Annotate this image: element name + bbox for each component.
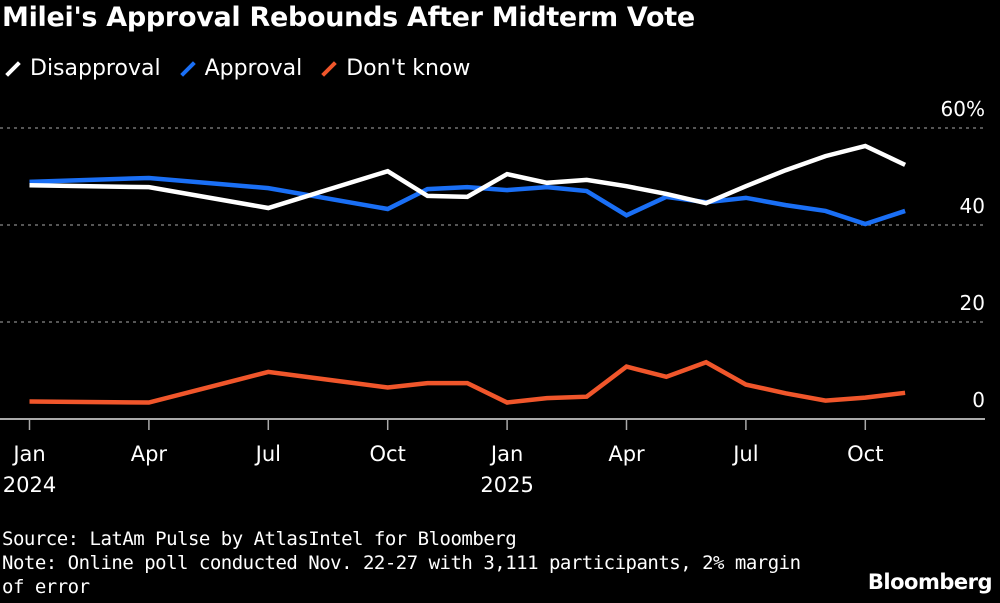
x-tick-label: Jul (731, 442, 758, 466)
x-tick-label: Jan (489, 442, 523, 466)
y-tick-label: 20 (960, 291, 985, 315)
note-text-cont: of error (2, 576, 90, 598)
bloomberg-logo: Bloomberg (867, 570, 993, 594)
x-tick-label: Oct (847, 442, 883, 466)
y-tick-label: 40 (960, 194, 985, 218)
x-tick-year-label: 2024 (3, 473, 56, 497)
series-line-approval (29, 175, 906, 227)
legend: Disapproval Approval Don't know (4, 56, 470, 81)
source-text: Source: LatAm Pulse by AtlasIntel for Bl… (2, 528, 517, 550)
chart-title: Milei's Approval Rebounds After Midterm … (2, 2, 695, 33)
legend-label: Don't know (346, 56, 471, 81)
x-tick-label: Jul (254, 442, 281, 466)
line-chart: 60% 40 20 0 Jan 2024 Apr Jul Oct Jan 2025 Apr Jul Oct (0, 97, 985, 497)
x-tick-label: Jan (11, 442, 45, 466)
legend-label: Disapproval (30, 56, 161, 81)
x-tick-year-label: 2025 (480, 473, 533, 497)
legend-label: Approval (204, 56, 303, 81)
x-tick-label: Oct (370, 442, 406, 466)
source-note: Source: LatAm Pulse by AtlasIntel for Bl… (2, 527, 801, 599)
legend-item-approval: Approval (179, 56, 303, 81)
y-tick-label: 60% (941, 97, 985, 121)
series-line-disapproval (29, 143, 907, 211)
y-tick-label: 0 (972, 388, 985, 412)
series-line-don-t-know (29, 359, 906, 405)
legend-item-dont-know: Don't know (320, 56, 470, 81)
x-tick-label: Apr (608, 442, 645, 466)
legend-item-disapproval: Disapproval (4, 56, 161, 81)
note-text: Note: Online poll conducted Nov. 22-27 w… (2, 552, 801, 574)
x-tick-label: Apr (131, 442, 168, 466)
